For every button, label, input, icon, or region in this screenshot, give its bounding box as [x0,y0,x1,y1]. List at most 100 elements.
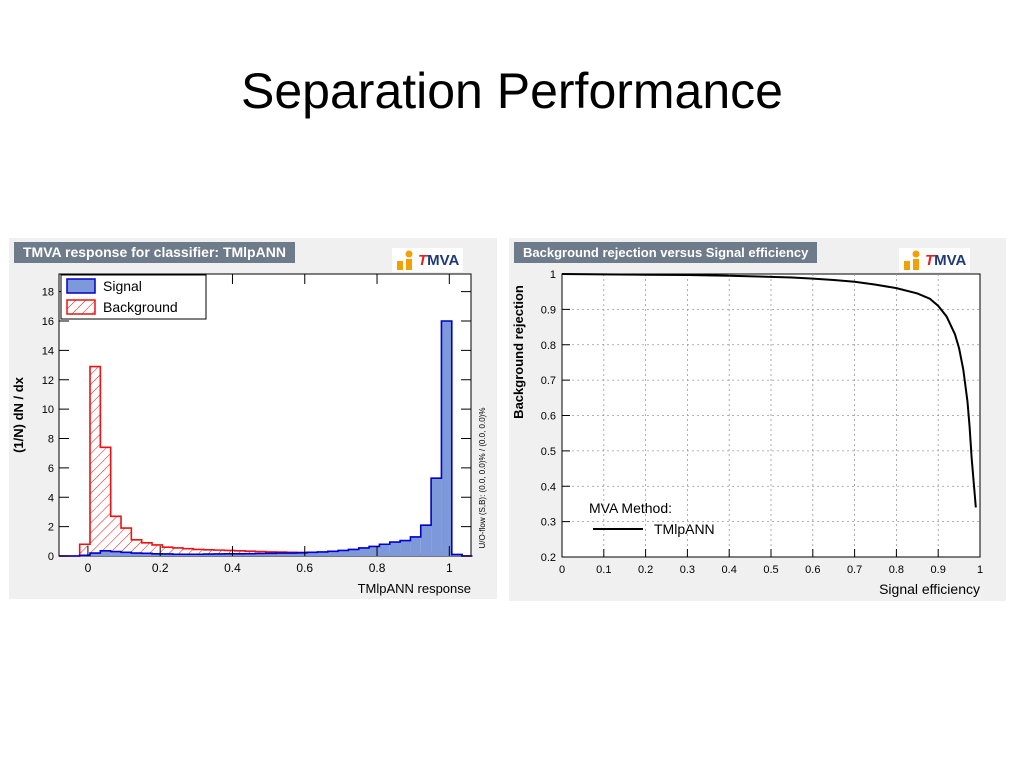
legend-swatch-background [66,299,96,315]
signal-bar [410,536,421,556]
background-bar [152,544,163,556]
roc-x-tick-label: 0.8 [889,564,904,576]
roc-y-tick-label: 0.3 [541,517,556,529]
histogram-y-axis-label: (1/N) dN / dx [11,376,26,453]
histogram-x-tick-label: 0.8 [369,561,386,575]
histogram-title: TMVA response for classifier: TMlpANN [14,242,295,263]
background-bar [203,549,215,556]
roc-legend-label: TMlpANN [654,521,715,537]
tmva-logo: TMVA [899,248,971,272]
histogram-y-tick-label: 6 [48,463,54,475]
tmva-logo-text: TMVA [925,251,967,269]
background-bar [162,547,173,556]
background-bar [214,550,225,556]
histogram-x-tick-label: 1 [446,561,453,575]
signal-bar [286,553,297,556]
roc-y-tick-label: 0.8 [541,340,556,352]
roc-curve-chart: 0 0.1 0.2 0.3 0.4 0.5 0.6 0.7 0.8 0.9 1 0.2 0.3 0.4 0.… [511,269,983,597]
signal-bar [338,550,349,556]
roc-x-tick-label: 0.3 [680,564,695,576]
signal-bar [379,544,390,556]
signal-bar [100,550,111,556]
signal-bar [152,553,163,556]
legend-label-signal: Signal [103,278,142,294]
roc-legend: MVA Method: TMlpANN [589,500,715,537]
roc-x-axis-label: Signal efficiency [879,581,980,597]
background-bar [121,528,132,556]
signal-bar [193,554,204,556]
roc-y-tick-label: 0.9 [541,304,556,316]
signal-bar [420,525,432,556]
roc-x-tick-label: 0.1 [596,564,611,576]
roc-curve-panel: Background rejection versus Signal effic… [509,238,1006,601]
signal-bar [172,554,184,556]
signal-bar [369,546,380,556]
roc-x-tick-label: 0.2 [638,564,653,576]
roc-y-tick-label: 0.7 [541,375,556,387]
histogram-x-tick-label: 0.6 [296,561,313,575]
histogram-y-tick-label: 18 [42,287,54,299]
signal-bar [245,553,256,556]
background-bar [172,547,184,556]
background-bar [193,549,204,556]
histogram-y-tick-label: 8 [48,434,54,446]
roc-x-tick-label: 1 [977,564,983,576]
signal-bar [183,554,194,556]
tmva-logo-icon [904,250,920,270]
background-bar [131,539,142,556]
background-bar [90,366,101,556]
histogram-x-axis-label: TMlpANN response [358,581,471,596]
signal-bar [203,554,215,556]
histogram-y-tick-label: 10 [42,404,54,416]
signal-bar [162,553,173,556]
signal-bar [307,552,318,556]
roc-title: Background rejection versus Signal effic… [514,242,818,263]
histogram-y-tick-label: 14 [42,345,54,357]
signal-bar [265,553,277,556]
signal-bar [224,553,235,556]
histogram-y-tick-label: 4 [48,492,54,504]
roc-x-tick-label: 0.7 [847,564,862,576]
tmva-logo-icon [397,250,413,270]
histogram-y-tick-label: 12 [42,375,54,387]
roc-x-tick-label: 0.4 [722,564,737,576]
roc-y-tick-label: 0.6 [541,411,556,423]
histogram-y-tick-label: 16 [42,316,54,328]
histogram-x-tick-label: 0 [85,561,92,575]
signal-bar [441,321,452,556]
roc-y-tick-label: 0.5 [541,446,556,458]
tmva-logo: TMVA [392,248,464,272]
signal-bar [255,553,266,556]
roc-y-axis-label: Background rejection [511,285,526,419]
signal-bar [121,552,132,556]
signal-bar [317,551,328,556]
legend-label-background: Background [103,299,178,315]
signal-bar [389,542,401,556]
background-bar [79,544,91,556]
signal-bar [90,553,101,556]
signal-bar [431,478,442,556]
histogram-overflow-label: U/O-flow (S,B): (0.0, 0.0)% / (0.0, 0.0)… [478,408,487,549]
roc-y-tick-label: 1 [550,269,556,281]
roc-curve-line [561,273,977,508]
background-bar [141,542,153,556]
roc-legend-header: MVA Method: [589,500,672,516]
signal-bar [131,553,142,556]
signal-bar [276,553,287,556]
histogram-x-tick-label: 0.2 [152,561,169,575]
tmva-logo-text: TMVA [418,251,460,269]
signal-bar [348,549,359,556]
signal-bar [358,547,370,556]
histogram-plot-frame [58,273,472,557]
roc-y-tick-label: 0.4 [541,481,556,493]
slide-title: Separation Performance [241,63,783,119]
signal-bar [400,540,411,556]
histogram-y-tick-label: 2 [48,522,54,534]
signal-bar [234,553,246,556]
roc-x-tick-label: 0.6 [805,564,820,576]
background-bar [110,516,122,556]
roc-y-tick-label: 0.2 [541,552,556,564]
signal-outline [59,320,473,557]
background-bar [100,447,111,556]
